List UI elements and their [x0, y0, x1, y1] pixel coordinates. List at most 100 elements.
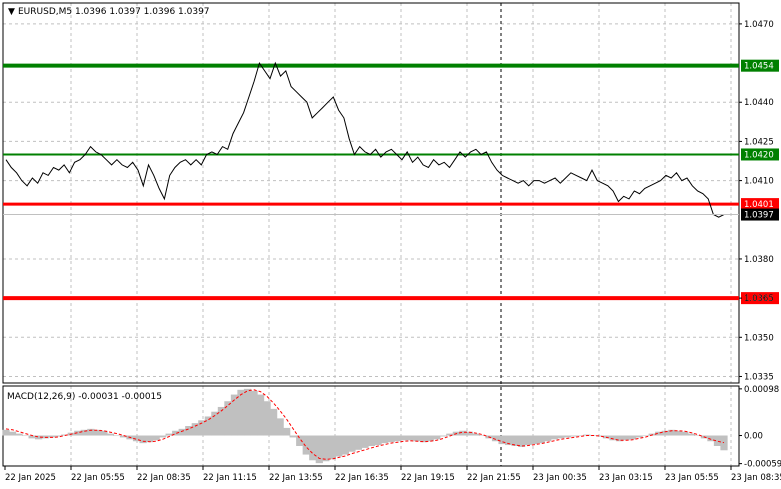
macd-histogram-bar: [191, 423, 199, 436]
macd-histogram-bar: [178, 428, 186, 436]
macd-histogram-bar: [400, 435, 408, 441]
macd-histogram-bar: [354, 435, 363, 450]
macd-histogram-bar: [361, 435, 369, 448]
macd-histogram-bar: [8, 431, 17, 436]
level-price-label: 1.0420: [744, 150, 774, 160]
level-price-tag: [741, 59, 779, 72]
macd-histogram-bar: [348, 435, 356, 452]
macd-histogram-bar: [185, 426, 193, 436]
macd-histogram-bar: [28, 435, 36, 439]
macd-histogram-bar: [707, 435, 715, 442]
macd-histogram-bar: [387, 435, 395, 443]
macd-histogram-bar: [15, 433, 23, 436]
macd-histogram-bar: [315, 435, 323, 464]
price-tick-label: 1.0410: [744, 177, 774, 187]
macd-histogram-bar: [74, 430, 82, 436]
macd-histogram-bar: [655, 431, 663, 436]
macd-histogram-bar: [172, 430, 180, 436]
macd-histogram-bar: [668, 429, 676, 436]
macd-histogram-bar: [309, 435, 317, 461]
time-axis-label: 23 Jan 00:35: [533, 473, 587, 483]
macd-histogram-bar: [230, 394, 239, 436]
macd-histogram-bar: [367, 435, 376, 446]
time-axis-label: 22 Jan 08:35: [137, 473, 191, 483]
macd-histogram-bar: [642, 435, 650, 437]
macd-histogram-bar: [132, 435, 141, 442]
macd-histogram-bar: [139, 435, 147, 444]
macd-histogram-bar: [302, 435, 310, 455]
macd-pane-frame: [2, 385, 740, 467]
macd-histogram-bar: [524, 435, 532, 446]
macd-histogram-bar: [283, 427, 291, 436]
macd-histogram-bar: [335, 435, 343, 457]
price-tick-label: 1.0380: [744, 255, 774, 265]
macd-histogram-bar: [518, 435, 526, 447]
macd-histogram-bar: [380, 435, 389, 444]
current-price-label: 1.0397: [744, 211, 774, 221]
time-axis-label: 22 Jan 2025: [5, 473, 56, 483]
level-price-tag: [741, 148, 779, 161]
macd-histogram-bar: [21, 435, 30, 437]
macd-histogram-bar: [544, 435, 552, 442]
macd-histogram-bar: [243, 388, 252, 436]
macd-histogram-bar: [217, 406, 226, 436]
macd-histogram-bar: [504, 435, 513, 446]
price-tick-label: 1.0440: [744, 98, 774, 108]
menu-arrow-icon[interactable]: ▼: [8, 7, 15, 17]
macd-histogram-bar: [596, 435, 604, 437]
macd-histogram-bar: [256, 394, 265, 436]
symbol-header: EURUSD,M5 1.0396 1.0397 1.0396 1.0397: [18, 7, 210, 17]
macd-tick-label: 0.00: [744, 432, 763, 442]
level-price-label: 1.0454: [744, 62, 774, 72]
macd-histogram-bar: [557, 435, 565, 439]
macd-header: MACD(12,26,9) -0.00031 -0.00015: [7, 392, 162, 402]
macd-histogram-bar: [609, 435, 617, 441]
macd-histogram-bar: [322, 435, 330, 462]
macd-histogram-bar: [87, 428, 95, 436]
macd-histogram-bar: [635, 435, 643, 438]
macd-tick-label: -0.00059: [744, 460, 781, 470]
macd-histogram-bar: [159, 435, 167, 438]
price-pane-frame: [2, 2, 740, 384]
macd-indicator: [2, 388, 728, 464]
axes: 1.0470 1.0440 1.0425 1.0410 1.0380 1.0365 1.03…: [4, 20, 781, 483]
level-price-tag: [741, 198, 779, 211]
macd-histogram-bar: [426, 435, 434, 442]
macd-histogram-bar: [198, 420, 206, 436]
macd-histogram-bar: [491, 435, 500, 442]
price-series-line: [5, 61, 725, 218]
macd-histogram-bar: [622, 435, 630, 441]
macd-histogram-bar: [563, 435, 571, 438]
macd-histogram-bar: [165, 433, 173, 436]
macd-histogram-bar: [250, 390, 258, 436]
macd-histogram-bar: [661, 430, 669, 436]
macd-histogram-bar: [54, 435, 62, 437]
current-price-tag: [741, 208, 779, 221]
macd-histogram-bar: [420, 435, 428, 443]
macd-histogram-bar: [113, 435, 121, 437]
price-tick-label: 1.0350: [744, 333, 774, 343]
macd-histogram-bar: [576, 435, 585, 437]
macd-histogram-bar: [100, 430, 108, 436]
macd-signal-line: [5, 389, 725, 460]
macd-tick-label: 0.00098: [744, 385, 779, 395]
macd-histogram-bar: [459, 430, 467, 436]
macd-histogram-bar: [629, 435, 637, 440]
time-axis-label: 22 Jan 13:55: [269, 473, 323, 483]
price-tick-label: 1.0335: [744, 372, 774, 382]
macd-histogram-bar: [296, 435, 304, 446]
macd-histogram-bar: [276, 418, 284, 436]
macd-histogram-bar: [106, 433, 115, 436]
price-tick-label: 1.0470: [744, 20, 774, 30]
macd-histogram-bar: [204, 416, 212, 436]
macd-histogram-bar: [511, 435, 519, 446]
macd-histogram-bar: [145, 435, 154, 443]
macd-histogram-bar: [48, 435, 56, 438]
macd-histogram-bar: [289, 435, 297, 438]
macd-histogram-bar: [478, 435, 487, 437]
macd-histogram-bar: [119, 435, 128, 438]
macd-histogram-bar: [498, 435, 506, 445]
macd-histogram-bar: [263, 401, 271, 436]
